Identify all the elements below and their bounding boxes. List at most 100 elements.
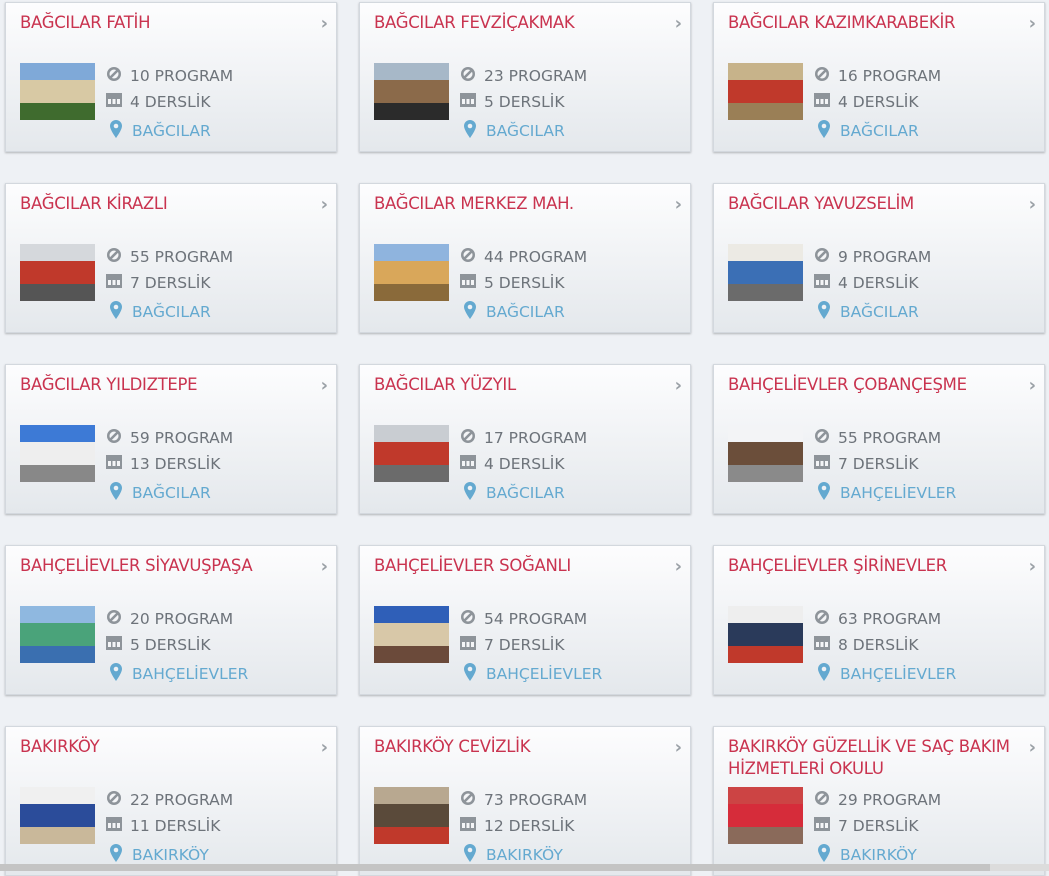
map-pin-icon <box>814 120 840 142</box>
chevron-right-icon[interactable]: › <box>1028 556 1036 577</box>
center-title[interactable]: BAĞCILAR YAVUZSELİM <box>728 194 914 213</box>
chevron-right-icon[interactable]: › <box>320 13 328 34</box>
district-link[interactable]: BAĞCILAR <box>460 299 587 325</box>
district-link[interactable]: BAHÇELİEVLER <box>106 661 248 687</box>
chevron-right-icon[interactable]: › <box>1028 13 1036 34</box>
district-link[interactable]: BAĞCILAR <box>814 299 931 325</box>
classroom-icon <box>460 636 484 654</box>
classroom-icon <box>106 636 130 654</box>
center-title[interactable]: BAĞCILAR KAZIMKARABEKİR <box>728 13 956 32</box>
center-title[interactable]: BAHÇELİEVLER SOĞANLI <box>374 556 571 575</box>
center-title[interactable]: BAĞCILAR FEVZİÇAKMAK <box>374 13 575 32</box>
classroom-icon <box>460 817 484 835</box>
district-text: BAĞCILAR <box>132 122 211 140</box>
center-card[interactable]: BAKIRKÖY CEVİZLİK › 73 PROGRAM 12 DERSLİ… <box>359 726 691 876</box>
classroom-count-text: 13 DERSLİK <box>130 455 221 473</box>
center-card[interactable]: BAĞCILAR YAVUZSELİM › 9 PROGRAM 4 DERSLİ… <box>713 183 1045 333</box>
classroom-icon <box>814 636 838 654</box>
center-title[interactable]: BAĞCILAR MERKEZ MAH. <box>374 194 574 213</box>
district-text: BAKIRKÖY <box>840 846 917 864</box>
program-count: 55 PROGRAM <box>106 244 233 270</box>
chevron-right-icon[interactable]: › <box>1028 375 1036 396</box>
map-pin-icon <box>460 482 486 504</box>
chevron-right-icon[interactable]: › <box>674 556 682 577</box>
district-text: BAĞCILAR <box>132 484 211 502</box>
chevron-right-icon[interactable]: › <box>674 13 682 34</box>
classroom-count-text: 5 DERSLİK <box>130 636 211 654</box>
center-card[interactable]: BAĞCILAR KAZIMKARABEKİR › 16 PROGRAM 4 D… <box>713 2 1045 152</box>
district-link[interactable]: BAĞCILAR <box>106 299 233 325</box>
center-card[interactable]: BAĞCILAR FEVZİÇAKMAK › 23 PROGRAM 5 DERS… <box>359 2 691 152</box>
chevron-right-icon[interactable]: › <box>1028 737 1036 758</box>
district-link[interactable]: BAKIRKÖY <box>106 842 233 868</box>
chevron-right-icon[interactable]: › <box>320 737 328 758</box>
district-link[interactable]: BAKIRKÖY <box>460 842 587 868</box>
chevron-right-icon[interactable]: › <box>320 556 328 577</box>
chevron-right-icon[interactable]: › <box>320 194 328 215</box>
center-title[interactable]: BAKIRKÖY <box>20 737 100 756</box>
center-title[interactable]: BAHÇELİEVLER ŞİRİNEVLER <box>728 556 947 575</box>
program-count: 44 PROGRAM <box>460 244 587 270</box>
district-link[interactable]: BAĞCILAR <box>106 118 233 144</box>
program-count: 63 PROGRAM <box>814 606 956 632</box>
center-card[interactable]: BAKIRKÖY › 22 PROGRAM 11 DERSLİK BAKIRKÖ… <box>5 726 337 876</box>
scrollbar-thumb[interactable] <box>0 864 990 871</box>
map-pin-icon <box>106 482 132 504</box>
district-text: BAĞCILAR <box>486 484 565 502</box>
horizontal-scrollbar[interactable] <box>0 864 1049 871</box>
center-title[interactable]: BAĞCILAR KİRAZLI <box>20 194 168 213</box>
center-title[interactable]: BAĞCILAR YÜZYIL <box>374 375 516 394</box>
center-card[interactable]: BAĞCILAR YÜZYIL › 17 PROGRAM 4 DERSLİK B… <box>359 364 691 514</box>
program-icon <box>814 66 838 86</box>
district-link[interactable]: BAHÇELİEVLER <box>814 661 956 687</box>
classroom-count: 11 DERSLİK <box>106 813 233 839</box>
center-title[interactable]: BAĞCILAR FATİH <box>20 13 151 32</box>
district-link[interactable]: BAĞCILAR <box>460 480 587 506</box>
map-pin-icon <box>106 301 132 323</box>
district-link[interactable]: BAHÇELİEVLER <box>814 480 956 506</box>
chevron-right-icon[interactable]: › <box>674 737 682 758</box>
center-card[interactable]: BAHÇELİEVLER SİYAVUŞPAŞA › 20 PROGRAM 5 … <box>5 545 337 695</box>
center-photo <box>728 787 803 844</box>
program-icon <box>814 247 838 267</box>
program-icon <box>106 247 130 267</box>
district-link[interactable]: BAKIRKÖY <box>814 842 941 868</box>
center-photo <box>374 244 449 301</box>
chevron-right-icon[interactable]: › <box>320 375 328 396</box>
district-link[interactable]: BAĞCILAR <box>106 480 233 506</box>
program-icon <box>814 609 838 629</box>
chevron-right-icon[interactable]: › <box>1028 194 1036 215</box>
center-card[interactable]: BAHÇELİEVLER ŞİRİNEVLER › 63 PROGRAM 8 D… <box>713 545 1045 695</box>
classroom-count: 7 DERSLİK <box>814 813 941 839</box>
center-title[interactable]: BAKIRKÖY CEVİZLİK <box>374 737 531 756</box>
center-card[interactable]: BAKIRKÖY GÜZELLİK VE SAÇ BAKIM HİZMETLER… <box>713 726 1045 876</box>
center-photo <box>20 63 95 120</box>
center-title[interactable]: BAĞCILAR YILDIZTEPE <box>20 375 198 394</box>
center-title[interactable]: BAKIRKÖY GÜZELLİK VE SAÇ BAKIM HİZMETLER… <box>728 737 1010 778</box>
center-card[interactable]: BAĞCILAR YILDIZTEPE › 59 PROGRAM 13 DERS… <box>5 364 337 514</box>
classroom-count-text: 4 DERSLİK <box>838 93 919 111</box>
classroom-icon <box>106 93 130 111</box>
center-title[interactable]: BAHÇELİEVLER ÇOBANÇEŞME <box>728 375 967 394</box>
district-link[interactable]: BAHÇELİEVLER <box>460 661 602 687</box>
program-count: 16 PROGRAM <box>814 63 941 89</box>
center-card[interactable]: BAĞCILAR FATİH › 10 PROGRAM 4 DERSLİK BA… <box>5 2 337 152</box>
center-title[interactable]: BAHÇELİEVLER SİYAVUŞPAŞA <box>20 556 253 575</box>
chevron-right-icon[interactable]: › <box>674 375 682 396</box>
district-link[interactable]: BAĞCILAR <box>460 118 587 144</box>
district-link[interactable]: BAĞCILAR <box>814 118 941 144</box>
district-text: BAĞCILAR <box>486 303 565 321</box>
classroom-icon <box>814 274 838 292</box>
center-card[interactable]: BAĞCILAR KİRAZLI › 55 PROGRAM 7 DERSLİK … <box>5 183 337 333</box>
classroom-icon <box>106 274 130 292</box>
center-card[interactable]: BAHÇELİEVLER SOĞANLI › 54 PROGRAM 7 DERS… <box>359 545 691 695</box>
program-count: 17 PROGRAM <box>460 425 587 451</box>
classroom-count-text: 4 DERSLİK <box>130 93 211 111</box>
district-text: BAHÇELİEVLER <box>840 665 957 683</box>
chevron-right-icon[interactable]: › <box>674 194 682 215</box>
map-pin-icon <box>460 844 486 866</box>
center-card[interactable]: BAĞCILAR MERKEZ MAH. › 44 PROGRAM 5 DERS… <box>359 183 691 333</box>
center-card[interactable]: BAHÇELİEVLER ÇOBANÇEŞME › 55 PROGRAM 7 D… <box>713 364 1045 514</box>
center-photo <box>374 63 449 120</box>
classroom-count-text: 4 DERSLİK <box>484 455 565 473</box>
